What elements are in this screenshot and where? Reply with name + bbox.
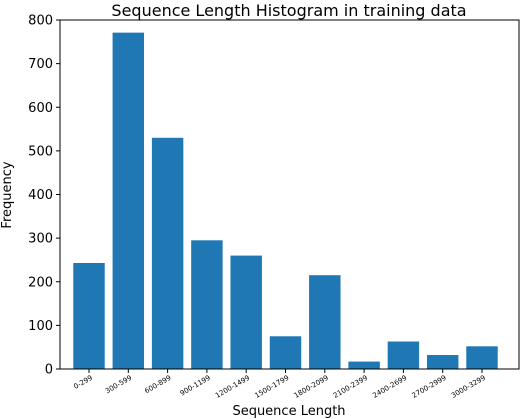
x-tick-label: 3000-3299 bbox=[450, 374, 487, 400]
x-tick-label: 300-599 bbox=[104, 374, 133, 396]
bar-2700-2999 bbox=[426, 355, 459, 369]
bar-2400-2699 bbox=[387, 341, 420, 369]
x-tick-label: 900-1199 bbox=[179, 374, 212, 398]
x-tick-label: 1200-1499 bbox=[214, 374, 251, 400]
bar-2100-2399 bbox=[348, 361, 380, 369]
bar-3000-3299 bbox=[466, 346, 498, 369]
bar-1800-2099 bbox=[309, 275, 341, 369]
y-tick-label: 600 bbox=[28, 101, 53, 116]
bar-1500-1799 bbox=[269, 336, 302, 369]
y-axis-ticks: 0 100 200 300 400 500 600 700 800 bbox=[28, 14, 60, 378]
y-tick-label: 100 bbox=[28, 319, 53, 334]
y-tick-label: 300 bbox=[28, 232, 53, 247]
x-tick-label: 1800-2099 bbox=[293, 374, 330, 400]
y-tick-label: 500 bbox=[28, 144, 53, 159]
bar-0-299 bbox=[73, 262, 105, 369]
y-tick-label: 0 bbox=[45, 363, 53, 378]
bar-300-599 bbox=[112, 32, 145, 370]
x-tick-label: 0-299 bbox=[72, 374, 94, 391]
y-tick-label: 200 bbox=[28, 275, 53, 290]
bar-1200-1499 bbox=[230, 255, 262, 369]
x-tick-label: 1500-1799 bbox=[253, 374, 290, 400]
bar-900-1199 bbox=[191, 240, 223, 369]
plot-frame bbox=[59, 19, 520, 370]
y-tick-label: 700 bbox=[28, 57, 53, 72]
x-tick-label: 600-899 bbox=[143, 374, 172, 396]
bars-group bbox=[73, 32, 498, 370]
y-axis-label: Frequency bbox=[0, 161, 15, 228]
y-tick-label: 800 bbox=[28, 14, 53, 29]
x-tick-label: 2100-2399 bbox=[332, 374, 369, 400]
chart-title: Sequence Length Histogram in training da… bbox=[111, 1, 466, 20]
x-axis-label: Sequence Length bbox=[232, 404, 345, 419]
x-tick-label: 2700-2999 bbox=[411, 374, 448, 400]
x-tick-label: 2400-2699 bbox=[371, 374, 408, 400]
bar-600-899 bbox=[151, 137, 184, 369]
x-axis-ticks: 0-299 300-599 600-899 900-1199 1200-1499 1500… bbox=[72, 369, 487, 400]
y-tick-label: 400 bbox=[28, 188, 53, 203]
